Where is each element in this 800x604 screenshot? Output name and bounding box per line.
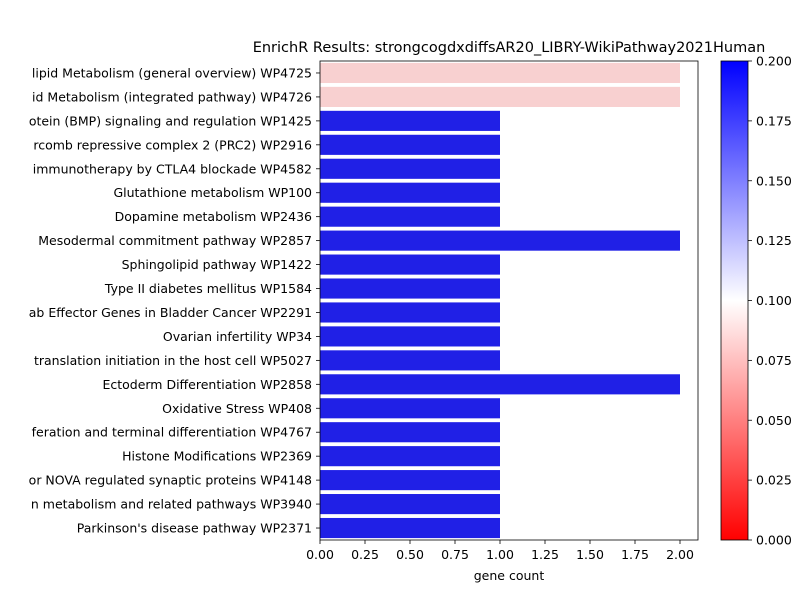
x-tick-label: 1.50 [576, 547, 604, 562]
colorbar-tick-label: 0.175 [756, 113, 792, 128]
bar [320, 254, 500, 275]
x-tick-label: 0.00 [306, 547, 334, 562]
bar [320, 206, 500, 227]
x-axis-label: gene count [474, 568, 545, 583]
category-label: Histone Modifications WP2369 [122, 449, 312, 464]
category-label: or NOVA regulated synaptic proteins WP41… [29, 473, 312, 488]
category-label: n metabolism and related pathways WP3940 [31, 497, 312, 512]
colorbar-tick-label: 0.025 [756, 473, 792, 488]
category-label: Mesodermal commitment pathway WP2857 [38, 233, 312, 248]
category-label: immunotherapy by CTLA4 blockade WP4582 [33, 161, 312, 176]
x-tick-label: 0.50 [396, 547, 424, 562]
bar [320, 470, 500, 491]
bar [320, 422, 500, 443]
category-label: Sphingolipid pathway WP1422 [122, 257, 312, 272]
bar [320, 350, 500, 371]
colorbar-tick-label: 0.000 [756, 533, 792, 548]
bar [320, 326, 500, 347]
category-label: rcomb repressive complex 2 (PRC2) WP2916 [33, 137, 312, 152]
category-label: otein (BMP) signaling and regulation WP1… [29, 113, 312, 128]
category-label: lipid Metabolism (general overview) WP47… [32, 65, 312, 80]
category-label: translation initiation in the host cell … [34, 353, 312, 368]
category-label: Oxidative Stress WP408 [162, 401, 312, 416]
category-label: Dopamine metabolism WP2436 [115, 209, 312, 224]
bar [320, 158, 500, 179]
bar [320, 110, 500, 131]
chart-title: EnrichR Results: strongcogdxdiffsAR20_LI… [253, 40, 766, 56]
x-tick-label: 2.00 [666, 547, 694, 562]
bar [320, 398, 500, 419]
bar [320, 230, 680, 251]
category-label: Type II diabetes mellitus WP1584 [104, 281, 312, 296]
colorbar-tick-label: 0.075 [756, 353, 792, 368]
bar [320, 182, 500, 203]
x-tick-label: 0.25 [351, 547, 379, 562]
plot-frame [319, 60, 699, 541]
colorbar-gradient [720, 60, 749, 541]
category-label: Glutathione metabolism WP100 [113, 185, 312, 200]
colorbar-tick-label: 0.050 [756, 413, 792, 428]
x-tick-label: 1.75 [621, 547, 649, 562]
category-label: Ectoderm Differentiation WP2858 [102, 377, 312, 392]
bar [320, 494, 500, 515]
x-tick-label: 0.75 [441, 547, 469, 562]
x-tick-label: 1.00 [486, 547, 514, 562]
bar [320, 302, 500, 323]
category-label: Parkinson's disease pathway WP2371 [77, 521, 312, 536]
bar [320, 134, 500, 155]
bar [320, 374, 680, 395]
colorbar-tick-label: 0.125 [756, 233, 792, 248]
category-label: ab Effector Genes in Bladder Cancer WP22… [29, 305, 312, 320]
colorbar-tick-label: 0.100 [756, 293, 792, 308]
bar [320, 517, 500, 539]
bar [320, 86, 680, 107]
colorbar: 0.000 0.025 0.050 0.075 0.100 0.125 0.150 0.175… [720, 54, 792, 548]
category-label: id Metabolism (integrated pathway) WP472… [32, 89, 312, 104]
category-label: feration and terminal differentiation WP… [32, 425, 312, 440]
plot-area: lipid Metabolism (general overview) WP47… [29, 60, 699, 562]
bar [320, 278, 500, 299]
colorbar-tick-label: 0.200 [756, 54, 792, 69]
bar [320, 62, 680, 84]
colorbar-tick-label: 0.150 [756, 173, 792, 188]
category-label: Ovarian infertility WP34 [163, 329, 312, 344]
bar [320, 446, 500, 467]
x-tick-label: 1.25 [531, 547, 559, 562]
